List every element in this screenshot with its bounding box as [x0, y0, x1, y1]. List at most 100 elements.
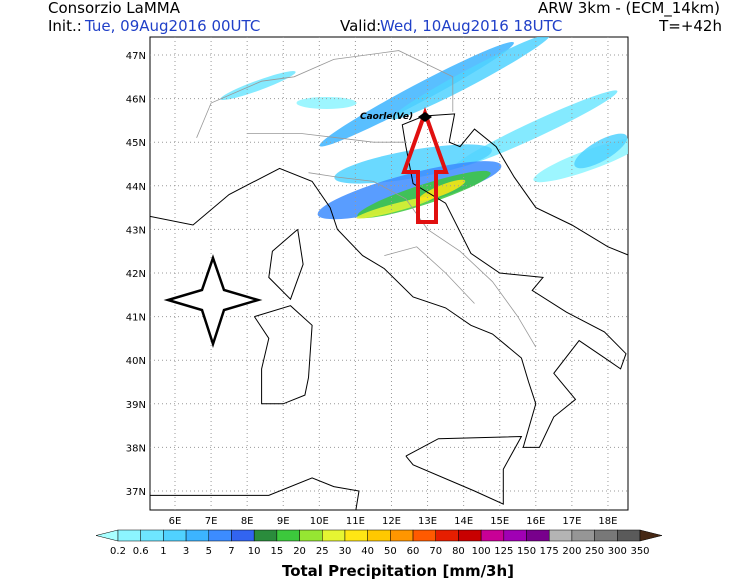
- colorbar-label: 30: [339, 546, 352, 557]
- lat-label: 39N: [126, 400, 146, 411]
- lon-label: 13E: [418, 516, 437, 527]
- colorbar-box: [163, 529, 187, 542]
- precip-area: [220, 71, 296, 100]
- lon-label: 7E: [205, 516, 218, 527]
- border: [308, 172, 537, 348]
- place-label: Caorle(Ve): [360, 112, 413, 122]
- border: [247, 133, 406, 143]
- colorbar-label: 70: [429, 546, 442, 557]
- lat-label: 41N: [126, 313, 146, 324]
- lon-label: 9E: [277, 516, 290, 527]
- lat-label: 46N: [126, 95, 146, 106]
- coastline: [253, 305, 313, 405]
- colorbar-box: [617, 529, 641, 542]
- coastline: [150, 113, 628, 448]
- colorbar-box: [276, 529, 300, 542]
- precip-area: [319, 41, 514, 147]
- colorbar-box: [185, 529, 210, 542]
- colorbar-label: 25: [316, 546, 329, 557]
- colorbar-label: 20: [293, 546, 306, 557]
- arrow: [401, 107, 449, 224]
- colorbar-label: 100: [472, 546, 491, 557]
- colorbar-box: [480, 529, 505, 542]
- colorbar-label: 125: [494, 546, 513, 557]
- place-marker: [418, 112, 432, 122]
- lon-label: 17E: [562, 516, 581, 527]
- colorbar-box: [390, 529, 414, 542]
- colorbar-box: [344, 529, 368, 542]
- colorbar-box: [117, 529, 141, 542]
- lat-label: 37N: [126, 487, 146, 498]
- colorbar-box: [594, 529, 618, 542]
- colorbar-label: 250: [585, 546, 604, 557]
- coastline: [150, 477, 360, 510]
- colorbar-label: 3: [183, 546, 189, 557]
- lat-label: 44N: [126, 182, 146, 193]
- coastline: [268, 229, 304, 301]
- map-layer: [150, 37, 628, 510]
- lon-label: 12E: [382, 516, 401, 527]
- init-label: Init.:: [48, 17, 82, 35]
- colorbar-label: 80: [452, 546, 465, 557]
- border: [384, 246, 475, 304]
- init-time: Tue, 09Aug2016 00UTC: [84, 17, 260, 35]
- lon-label: 8E: [241, 516, 254, 527]
- colorbar-label: 150: [517, 546, 536, 557]
- colorbar-label: 300: [608, 546, 627, 557]
- colorbar-label: 60: [407, 546, 420, 557]
- lat-label: 38N: [126, 443, 146, 454]
- colorbar-label: 50: [384, 546, 397, 557]
- lon-label: 15E: [490, 516, 509, 527]
- lat-label: 43N: [126, 225, 146, 236]
- precip-area: [356, 196, 434, 219]
- precip-area: [296, 96, 357, 109]
- model: ARW 3km - (ECM_14km): [538, 0, 720, 18]
- lon-label: 11E: [346, 516, 365, 527]
- colorbar-box: [412, 529, 436, 542]
- colorbar-box: [208, 529, 232, 542]
- colorbar-label: 200: [562, 546, 581, 557]
- colorbar-label: 0.6: [133, 546, 149, 557]
- coastline: [405, 435, 523, 505]
- colorbar-box: [231, 529, 255, 542]
- colorbar-label: 15: [271, 546, 284, 557]
- precip-area: [574, 133, 628, 169]
- colorbar-box: [299, 529, 323, 542]
- valid-time: Wed, 10Aug2016 18UTC: [380, 17, 562, 35]
- colorbar-label: 5: [206, 546, 212, 557]
- colorbar-box: [140, 529, 164, 542]
- colorbar-box: [548, 529, 573, 542]
- colorbar-box: [526, 529, 550, 542]
- lon-label: 10E: [310, 516, 329, 527]
- colorbar-label: 350: [630, 546, 649, 557]
- colorbar-box: [458, 529, 482, 542]
- colorbar-title: Total Precipitation [mm/3h]: [282, 562, 514, 580]
- colorbar-box: [322, 529, 346, 542]
- colorbar-box: [367, 529, 391, 542]
- colorbar-box: [435, 529, 459, 542]
- lat-label: 45N: [126, 138, 146, 149]
- lat-label: 40N: [126, 356, 146, 367]
- lead-time: T=+42h: [658, 17, 722, 35]
- colorbar-label: 175: [540, 546, 559, 557]
- colorbar-label: 7: [228, 546, 234, 557]
- precip-area: [418, 179, 466, 201]
- colorbar-label: 40: [361, 546, 374, 557]
- lat-label: 47N: [126, 51, 146, 62]
- colorbar-label: 0.2: [110, 546, 126, 557]
- lon-label: 18E: [598, 516, 617, 527]
- lon-label: 14E: [454, 516, 473, 527]
- compass: [163, 254, 263, 349]
- agency: Consorzio LaMMA: [48, 0, 181, 17]
- colorbar-label: 1: [160, 546, 166, 557]
- colorbar-label: 10: [248, 546, 261, 557]
- colorbar-box: [503, 529, 527, 542]
- lon-label: 16E: [526, 516, 545, 527]
- precip-area: [334, 144, 492, 184]
- lon-label: 6E: [169, 516, 182, 527]
- colorbar-box: [571, 529, 595, 542]
- colorbar-box: [253, 529, 278, 542]
- border: [196, 50, 454, 138]
- lat-label: 42N: [126, 269, 146, 280]
